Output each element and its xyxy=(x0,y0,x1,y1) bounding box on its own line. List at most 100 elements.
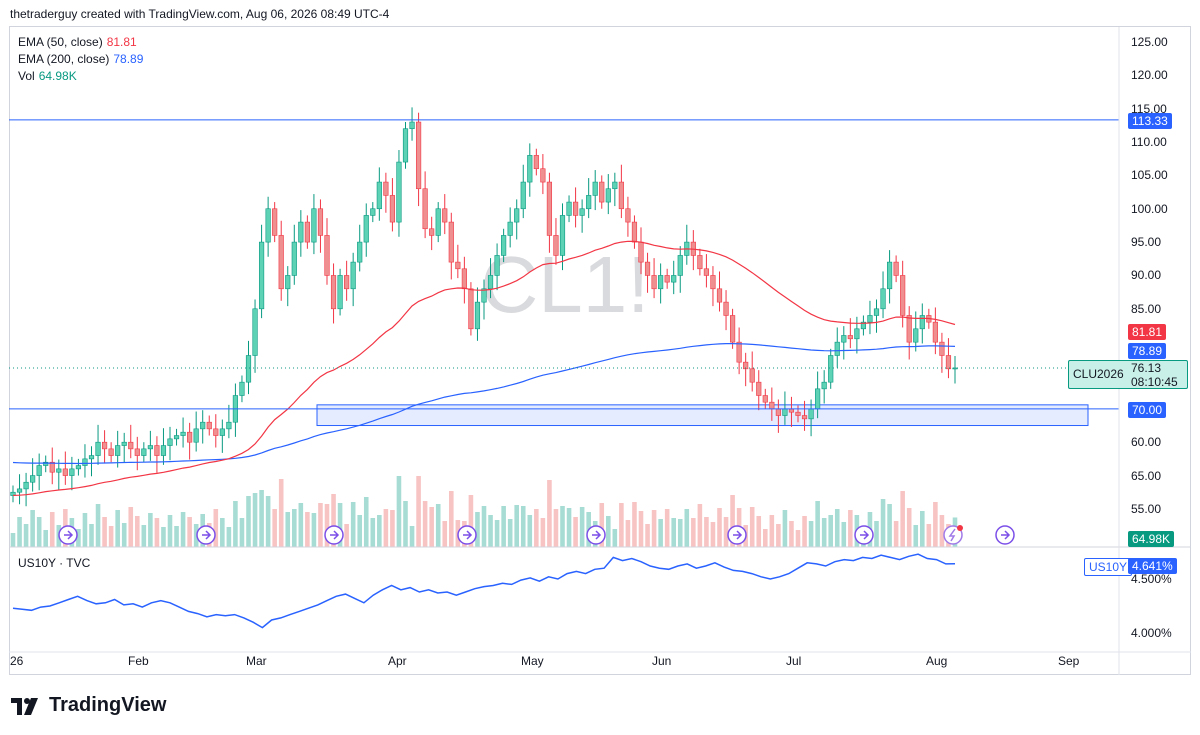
candle[interactable] xyxy=(69,456,75,491)
candle[interactable] xyxy=(828,348,834,389)
candle[interactable] xyxy=(291,224,297,285)
candle[interactable] xyxy=(56,459,62,490)
candle[interactable] xyxy=(376,167,382,221)
candle[interactable] xyxy=(95,424,101,465)
tradingview-logo[interactable]: TradingView xyxy=(11,694,166,717)
candle[interactable] xyxy=(43,455,49,473)
legend-volume[interactable]: Vol 64.98K xyxy=(18,69,77,83)
candle[interactable] xyxy=(939,332,945,373)
legend-ema200[interactable]: EMA (200, close) 78.89 xyxy=(18,52,143,66)
candle[interactable] xyxy=(716,271,723,312)
candle[interactable] xyxy=(860,315,867,336)
candle[interactable] xyxy=(481,279,487,320)
candle[interactable] xyxy=(592,170,598,211)
ema200-line[interactable] xyxy=(12,343,956,465)
candle[interactable] xyxy=(36,453,42,491)
candle[interactable] xyxy=(213,414,219,448)
candle[interactable] xyxy=(729,308,736,349)
candle[interactable] xyxy=(357,224,363,272)
ema50-line[interactable] xyxy=(12,240,956,496)
us10y-legend[interactable]: US10Y · TVC xyxy=(18,556,91,570)
candle[interactable] xyxy=(952,355,958,384)
candle[interactable] xyxy=(226,404,232,439)
candle[interactable] xyxy=(442,194,448,235)
candle[interactable] xyxy=(115,430,121,468)
candle[interactable] xyxy=(147,430,153,461)
candle[interactable] xyxy=(173,428,180,446)
candle[interactable] xyxy=(16,474,23,505)
candle[interactable] xyxy=(487,258,494,299)
candle[interactable] xyxy=(690,230,696,271)
dividend-event-icon[interactable] xyxy=(854,525,874,545)
dividend-event-icon[interactable] xyxy=(727,525,747,545)
candle[interactable] xyxy=(193,411,199,452)
candle[interactable] xyxy=(350,252,356,307)
candle[interactable] xyxy=(913,311,919,352)
candle[interactable] xyxy=(461,256,467,304)
candle[interactable] xyxy=(540,154,546,195)
candle[interactable] xyxy=(527,143,533,197)
candle[interactable] xyxy=(121,432,127,463)
dividend-event-icon[interactable] xyxy=(457,525,477,545)
candle[interactable] xyxy=(821,370,827,404)
candle[interactable] xyxy=(533,148,539,176)
candle[interactable] xyxy=(88,446,95,477)
candle[interactable] xyxy=(383,172,389,213)
candle[interactable] xyxy=(867,300,873,335)
candle[interactable] xyxy=(762,388,768,409)
candle[interactable] xyxy=(841,326,847,360)
candle[interactable] xyxy=(448,212,454,280)
candle[interactable] xyxy=(285,266,291,307)
candle[interactable] xyxy=(684,224,690,265)
candle[interactable] xyxy=(389,178,396,232)
candle[interactable] xyxy=(455,244,461,279)
candle[interactable] xyxy=(134,436,140,471)
candle[interactable] xyxy=(160,428,167,465)
candle[interactable] xyxy=(396,150,402,237)
candle[interactable] xyxy=(664,268,670,289)
candle[interactable] xyxy=(710,266,716,307)
candle[interactable] xyxy=(272,202,278,243)
candle[interactable] xyxy=(200,410,206,444)
candle[interactable] xyxy=(579,199,585,233)
candle[interactable] xyxy=(644,252,651,293)
candle[interactable] xyxy=(945,338,952,379)
candle[interactable] xyxy=(370,202,376,223)
candle[interactable] xyxy=(206,415,212,436)
candle[interactable] xyxy=(468,282,474,336)
candle[interactable] xyxy=(167,426,173,461)
candle[interactable] xyxy=(245,340,252,395)
candle[interactable] xyxy=(429,216,435,251)
candle[interactable] xyxy=(520,164,526,219)
candle[interactable] xyxy=(252,299,258,373)
candle[interactable] xyxy=(697,248,703,276)
candle[interactable] xyxy=(82,444,88,478)
legend-ema50[interactable]: EMA (50, close) 81.81 xyxy=(18,35,137,49)
candle[interactable] xyxy=(108,442,114,463)
candle[interactable] xyxy=(723,290,729,331)
candle[interactable] xyxy=(422,171,428,239)
candle[interactable] xyxy=(507,207,513,248)
candle[interactable] xyxy=(324,218,330,285)
candle[interactable] xyxy=(219,419,225,453)
candle[interactable] xyxy=(749,351,755,392)
dividend-event-icon[interactable] xyxy=(196,525,216,545)
candle[interactable] xyxy=(514,199,520,240)
candle[interactable] xyxy=(612,172,618,207)
candle[interactable] xyxy=(873,299,880,333)
candle[interactable] xyxy=(618,164,624,219)
candle[interactable] xyxy=(919,303,925,344)
candle[interactable] xyxy=(239,375,245,403)
candle[interactable] xyxy=(141,442,147,463)
candle[interactable] xyxy=(886,250,893,304)
candle[interactable] xyxy=(756,370,762,411)
candle[interactable] xyxy=(906,306,912,360)
candle[interactable] xyxy=(232,383,239,437)
candle[interactable] xyxy=(658,263,664,304)
dividend-event-icon[interactable] xyxy=(324,525,344,545)
candle[interactable] xyxy=(703,254,710,288)
support-zone[interactable] xyxy=(316,404,1089,427)
candle[interactable] xyxy=(566,195,572,223)
candle[interactable] xyxy=(337,268,343,316)
